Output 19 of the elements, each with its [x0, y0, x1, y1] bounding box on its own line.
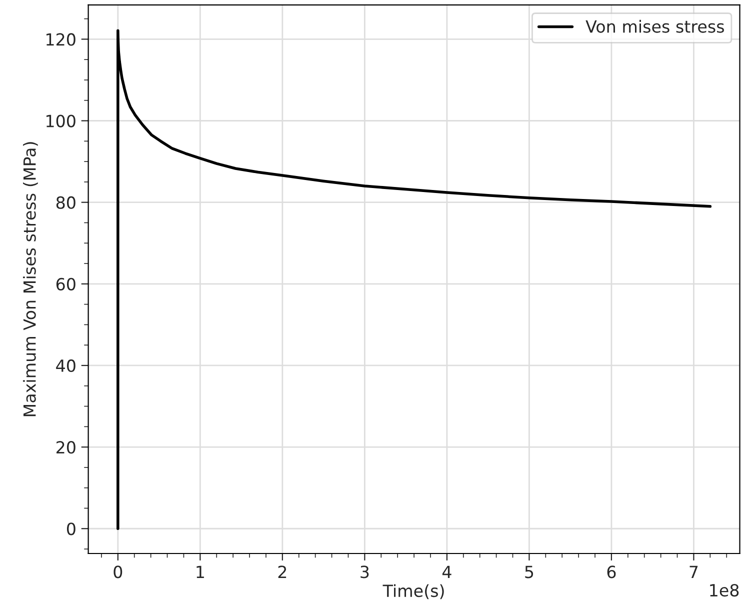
y-axis-title: Maximum Von Mises stress (MPa) [22, 142, 38, 416]
x-axis-title: Time(s) [382, 584, 444, 600]
x-tick-label: 4 [442, 566, 452, 578]
y-tick-label: 100 [46, 114, 76, 128]
y-tick-label: 40 [56, 359, 76, 372]
x-tick-label: 3 [360, 566, 369, 578]
y-tick-label: 20 [56, 441, 76, 454]
x-tick-label: 5 [525, 566, 534, 578]
x-tick-label: 2 [278, 566, 286, 578]
x-tick-label: 0 [114, 566, 122, 578]
legend-label: Von mises stress [586, 20, 724, 33]
text: 1e8 [710, 584, 739, 597]
x-tick-label: 7 [690, 566, 698, 578]
y-tick-label: 80 [56, 196, 76, 209]
x-tick-label: 6 [607, 566, 616, 578]
y-tick-label: 60 [56, 278, 76, 290]
y-tick-label: 120 [46, 33, 76, 46]
x-tick-label: 1 [196, 566, 204, 578]
y-tick-label: 0 [66, 522, 76, 536]
